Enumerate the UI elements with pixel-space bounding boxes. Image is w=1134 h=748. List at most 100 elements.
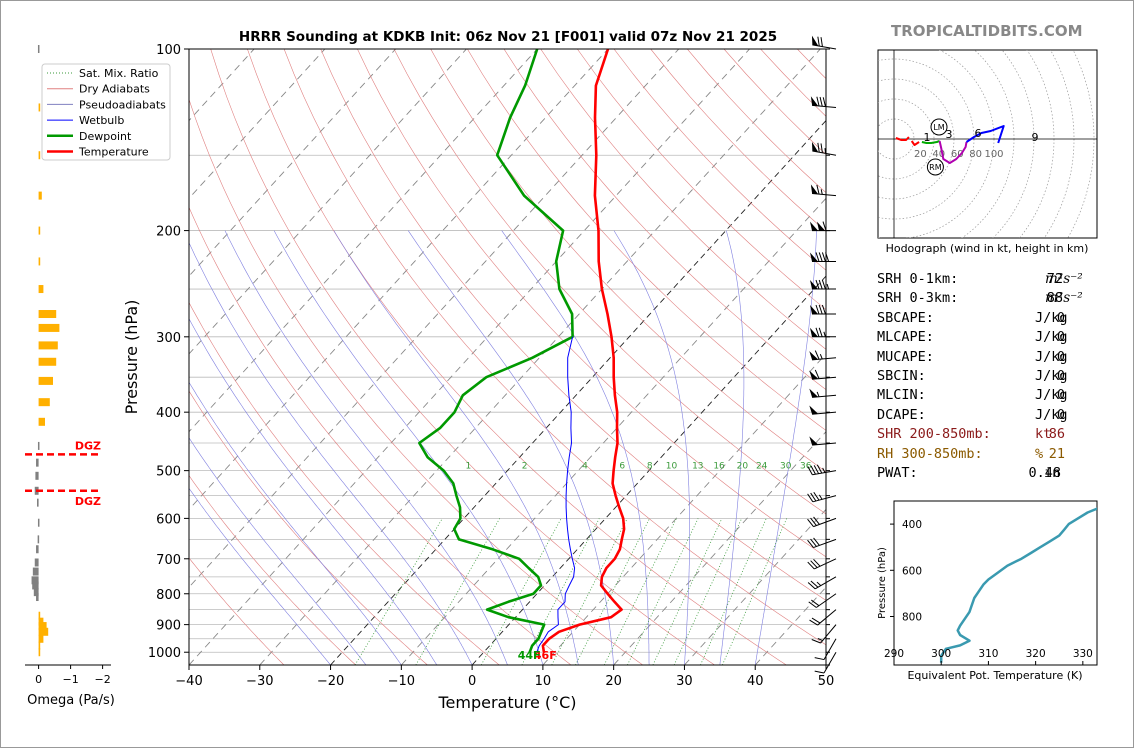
wind-barb: [807, 516, 837, 528]
dry-adiabat: [210, 49, 715, 665]
barb-full: [813, 537, 820, 546]
dry-adiabat: [189, 206, 572, 665]
wind-barb: [807, 464, 837, 476]
hodograph-height-label: 6: [975, 127, 982, 140]
omega-bar: [38, 611, 41, 620]
barb-full: [807, 493, 814, 503]
stat-label: RH 300-850mb:: [877, 445, 983, 462]
barb-full: [815, 252, 820, 262]
mixing-ratio-label: 10: [666, 462, 678, 472]
wind-barb: [809, 369, 837, 380]
barb-flag: [810, 221, 818, 231]
omega-bar: [36, 593, 39, 602]
theta-e-plot: [939, 507, 1097, 663]
theta-e-line: [939, 507, 1097, 663]
barb-flag: [810, 252, 818, 262]
mixing-ratio-line: [575, 518, 650, 665]
stat-value: 0: [1056, 348, 1065, 365]
dry-adiabat: [189, 390, 428, 665]
mixing-ratio-line: [700, 518, 767, 665]
stat-value: 0: [1056, 406, 1065, 423]
wind-barb: [808, 593, 837, 608]
theta-e-x-tick-label: 290: [884, 648, 904, 660]
hodograph-ring-label: 40: [932, 149, 945, 160]
wind-barb: [809, 350, 837, 361]
y-tick-label: 100: [156, 43, 181, 58]
barb-full: [818, 279, 823, 290]
stat-value: 86: [1048, 426, 1065, 443]
theta-e-y-label: Pressure (hPa): [877, 547, 888, 619]
isotherm: [401, 197, 826, 665]
hodograph-segment: [938, 140, 968, 164]
barb-flag: [809, 436, 819, 446]
wind-barb: [810, 96, 837, 108]
barb-flag: [809, 388, 819, 398]
barb-staff: [812, 376, 837, 380]
barb-full: [811, 639, 821, 644]
moist-adiabat: [613, 230, 690, 665]
omega-bar: [38, 622, 47, 631]
barb-flag: [809, 351, 819, 360]
moist-adiabat: [189, 381, 402, 665]
y-tick-label: 200: [156, 225, 181, 240]
hodograph-caption: Hodograph (wind in kt, height in km): [886, 242, 1089, 255]
barb-flag: [811, 141, 819, 153]
barb-staff: [814, 558, 837, 570]
x-axis-label: Temperature (°C): [437, 693, 576, 712]
dry-adiabat: [189, 301, 500, 665]
barb-full: [825, 252, 830, 262]
theta-e-y-tick-label: 400: [902, 519, 922, 531]
y-tick-label: 500: [156, 465, 181, 480]
y-tick-label: 600: [156, 512, 181, 527]
barb-full: [815, 327, 820, 337]
stat-value: 0: [1056, 309, 1065, 326]
hodograph-height-label: 9: [1032, 131, 1039, 144]
legend-label-dewpoint: Dewpoint: [79, 130, 132, 143]
moist-adiabat: [273, 230, 544, 665]
mixing-ratio-label: 4: [582, 462, 588, 472]
hodograph-height-label: 3: [946, 128, 953, 141]
hodograph-ring-label: 60: [951, 149, 964, 160]
stat-row: MUCAPE: 0 J/kg: [877, 349, 1117, 368]
barb-half: [820, 189, 823, 195]
mixing-ratio-line: [415, 518, 501, 665]
wind-barb: [809, 388, 837, 398]
wind-barb: [811, 141, 837, 156]
mixing-ratio-line: [521, 518, 600, 665]
omega-panel: DGZ DGZ 0 −1 −2 Omega (Pa/s): [25, 45, 115, 708]
isotherm: [542, 353, 826, 665]
storm-motion-marker: [926, 158, 944, 176]
omega-bar: [37, 441, 40, 450]
stat-unit: J/kg: [1035, 406, 1068, 423]
hodograph-segment: [965, 125, 1005, 144]
wind-barb: [814, 651, 837, 674]
moist-adiabat: [189, 487, 331, 665]
omega-bar: [38, 103, 41, 112]
x-tick-label: −10: [388, 674, 415, 689]
theta-e-y-tick-label: 800: [902, 611, 922, 623]
dry-adiabat: [189, 475, 356, 665]
wind-barb: [809, 436, 837, 446]
hodograph-plot: 2040608010012369LMRM: [878, 50, 1097, 238]
mixing-ratio-label: 36: [800, 462, 812, 472]
hodograph-panel: 2040608010012369LMRMHodograph (wind in k…: [877, 49, 1098, 255]
omega-bar: [38, 191, 42, 200]
wind-barb: [807, 576, 837, 590]
stat-value: 0.48: [1028, 464, 1061, 481]
barb-full: [814, 369, 820, 379]
dgz-label: DGZ: [75, 495, 101, 508]
y-tick-label: 1000: [148, 646, 181, 661]
omega-bar: [37, 498, 39, 507]
mixing-ratio-label: 1: [466, 462, 472, 472]
hodograph-ring-label: 20: [914, 149, 927, 160]
isotherm: [189, 49, 750, 665]
omega-bar: [38, 617, 44, 626]
barb-half: [822, 467, 826, 473]
theta-e-x-tick-label: 310: [978, 648, 998, 660]
omega-bar: [38, 398, 50, 407]
stat-value: 88: [1046, 290, 1063, 307]
wind-barb: [809, 609, 837, 626]
barb-staff: [812, 394, 837, 398]
mixing-ratio-label: 30: [780, 462, 792, 472]
moist-adiabat: [754, 230, 817, 665]
